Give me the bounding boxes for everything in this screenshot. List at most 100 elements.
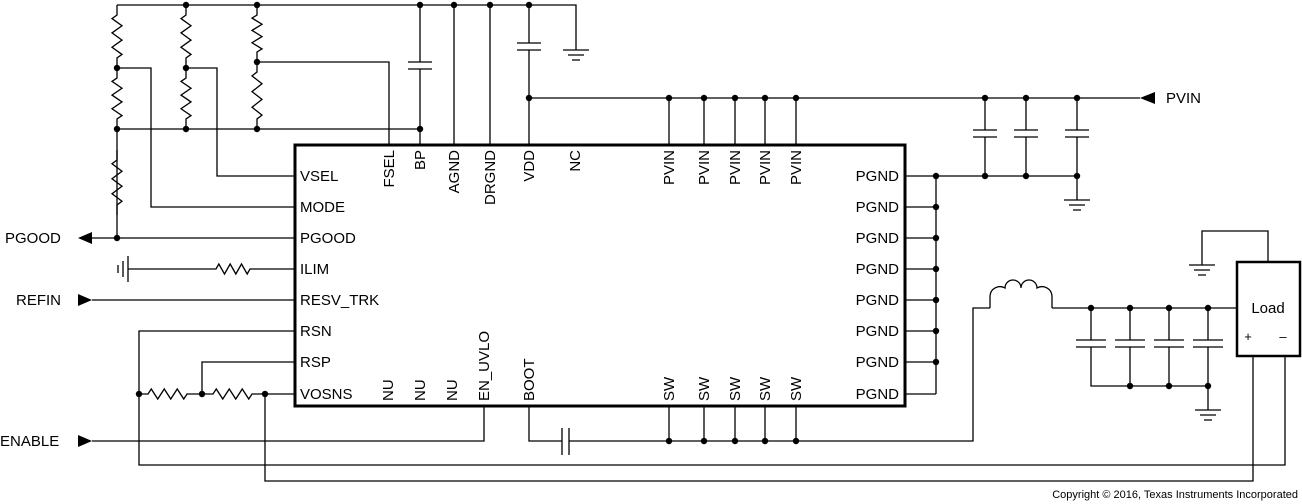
pin-nu: NU (380, 379, 397, 401)
junction-dot (932, 358, 940, 366)
junction-dot (113, 64, 121, 72)
junction-dot (253, 58, 261, 66)
junction-dot (761, 437, 769, 445)
junction-dot (416, 125, 424, 133)
resistor (110, 5, 124, 68)
junction-dot (792, 437, 800, 445)
junction-dot (1204, 304, 1212, 312)
grounds (117, 49, 1221, 421)
junction-dot (932, 172, 940, 180)
junction-dot (261, 390, 269, 398)
pin-boot: BOOT (521, 358, 538, 401)
top-pin-labels: FSEL BP AGND DRGND VDD NC PVIN PVIN PVIN… (381, 150, 805, 205)
ground-icon (117, 256, 129, 282)
pin-pgnd: PGND (856, 199, 900, 216)
junction-dot (981, 94, 989, 102)
resistor (179, 5, 193, 68)
pin-pvin: PVIN (661, 150, 678, 185)
capacitor-vdd (517, 42, 541, 51)
junction-dot (486, 1, 494, 9)
junction-dot (981, 172, 989, 180)
pin-pgnd: PGND (856, 261, 900, 278)
junction-dot (932, 265, 940, 273)
capacitor-output (1193, 339, 1223, 348)
pin-nu: NU (444, 379, 461, 401)
wire-enable (92, 406, 485, 442)
wire-pvin-pins (668, 98, 797, 145)
wire-top-rail (117, 4, 577, 50)
capacitors (408, 42, 1223, 455)
junction-dot (932, 327, 940, 335)
port-pvin-label: PVIN (1166, 90, 1201, 107)
enable-port-arrow-icon (78, 435, 92, 447)
pin-pvin: PVIN (727, 150, 744, 185)
junction-dot (113, 234, 121, 242)
junction-dot (932, 234, 940, 242)
pin-drgnd: DRGND (482, 150, 499, 205)
pin-pgnd: PGND (856, 354, 900, 371)
wire-load-gnd (1201, 230, 1269, 265)
pin-sw: SW (661, 376, 678, 401)
pin-rsp: RSP (300, 354, 331, 371)
load-label: Load (1251, 300, 1284, 317)
pin-bp: BP (412, 150, 429, 170)
pin-pvin: PVIN (788, 150, 805, 185)
junction-dot (182, 125, 190, 133)
junction-dot (182, 64, 190, 72)
port-refin-label: REFIN (16, 292, 61, 309)
junction-dot (253, 125, 261, 133)
junction-dot (113, 125, 121, 133)
junction-dot (700, 94, 708, 102)
junction-dot (932, 203, 940, 211)
ground-icon (1064, 199, 1090, 211)
junction-dot (1073, 172, 1081, 180)
capacitor-input (1065, 129, 1089, 138)
pin-sw: SW (696, 376, 713, 401)
right-pin-labels: PGND PGND PGND PGND PGND PGND PGND PGND (856, 168, 900, 403)
wire-output-caps (1090, 308, 1209, 410)
left-pin-labels: VSEL MODE PGOOD ILIM RESV_TRK RSN RSP VO… (300, 168, 379, 403)
pin-pgood: PGOOD (300, 230, 356, 247)
junction-dot (1126, 382, 1134, 390)
junction-dot (665, 94, 673, 102)
junction-dot (253, 1, 261, 9)
pin-fsel: FSEL (381, 150, 398, 188)
junction-dot (416, 1, 424, 9)
wire-vsel (186, 67, 295, 177)
junction-dot (665, 437, 673, 445)
copyright: Copyright © 2016, Texas Instruments Inco… (1052, 489, 1298, 501)
junction-dot (1126, 304, 1134, 312)
pin-sw: SW (788, 376, 805, 401)
wire-vosns-sense (264, 356, 1254, 482)
capacitor-output (1115, 339, 1145, 348)
wire-fsel (257, 61, 390, 145)
junction-dot (1073, 94, 1081, 102)
pin-mode: MODE (300, 199, 345, 216)
ground-icon (563, 49, 589, 61)
pin-nc: NC (567, 150, 584, 172)
pin-pgnd: PGND (856, 230, 900, 247)
wire-rsp (201, 361, 295, 394)
resistors (110, 5, 264, 401)
junction-dot (450, 1, 458, 9)
resistor (179, 68, 193, 129)
ground-icon (1189, 264, 1215, 276)
junction-dot (525, 94, 533, 102)
junction-dot (731, 437, 739, 445)
ic-body (293, 143, 907, 408)
wires (92, 4, 1286, 482)
wire-sw (528, 307, 990, 442)
junction-dot (1204, 382, 1212, 390)
resistor (250, 5, 264, 62)
capacitor-output (1076, 339, 1106, 348)
load-minus-label: – (1279, 329, 1287, 344)
resistor (145, 387, 190, 401)
pin-pgnd: PGND (856, 323, 900, 340)
port-pgood-label: PGOOD (5, 230, 61, 247)
pin-ilim: ILIM (300, 261, 329, 278)
load-box (1235, 260, 1302, 358)
capacitor-input (1014, 129, 1038, 138)
pin-pgnd: PGND (856, 386, 900, 403)
junction-dot (700, 437, 708, 445)
wire-rsn (138, 330, 1286, 466)
